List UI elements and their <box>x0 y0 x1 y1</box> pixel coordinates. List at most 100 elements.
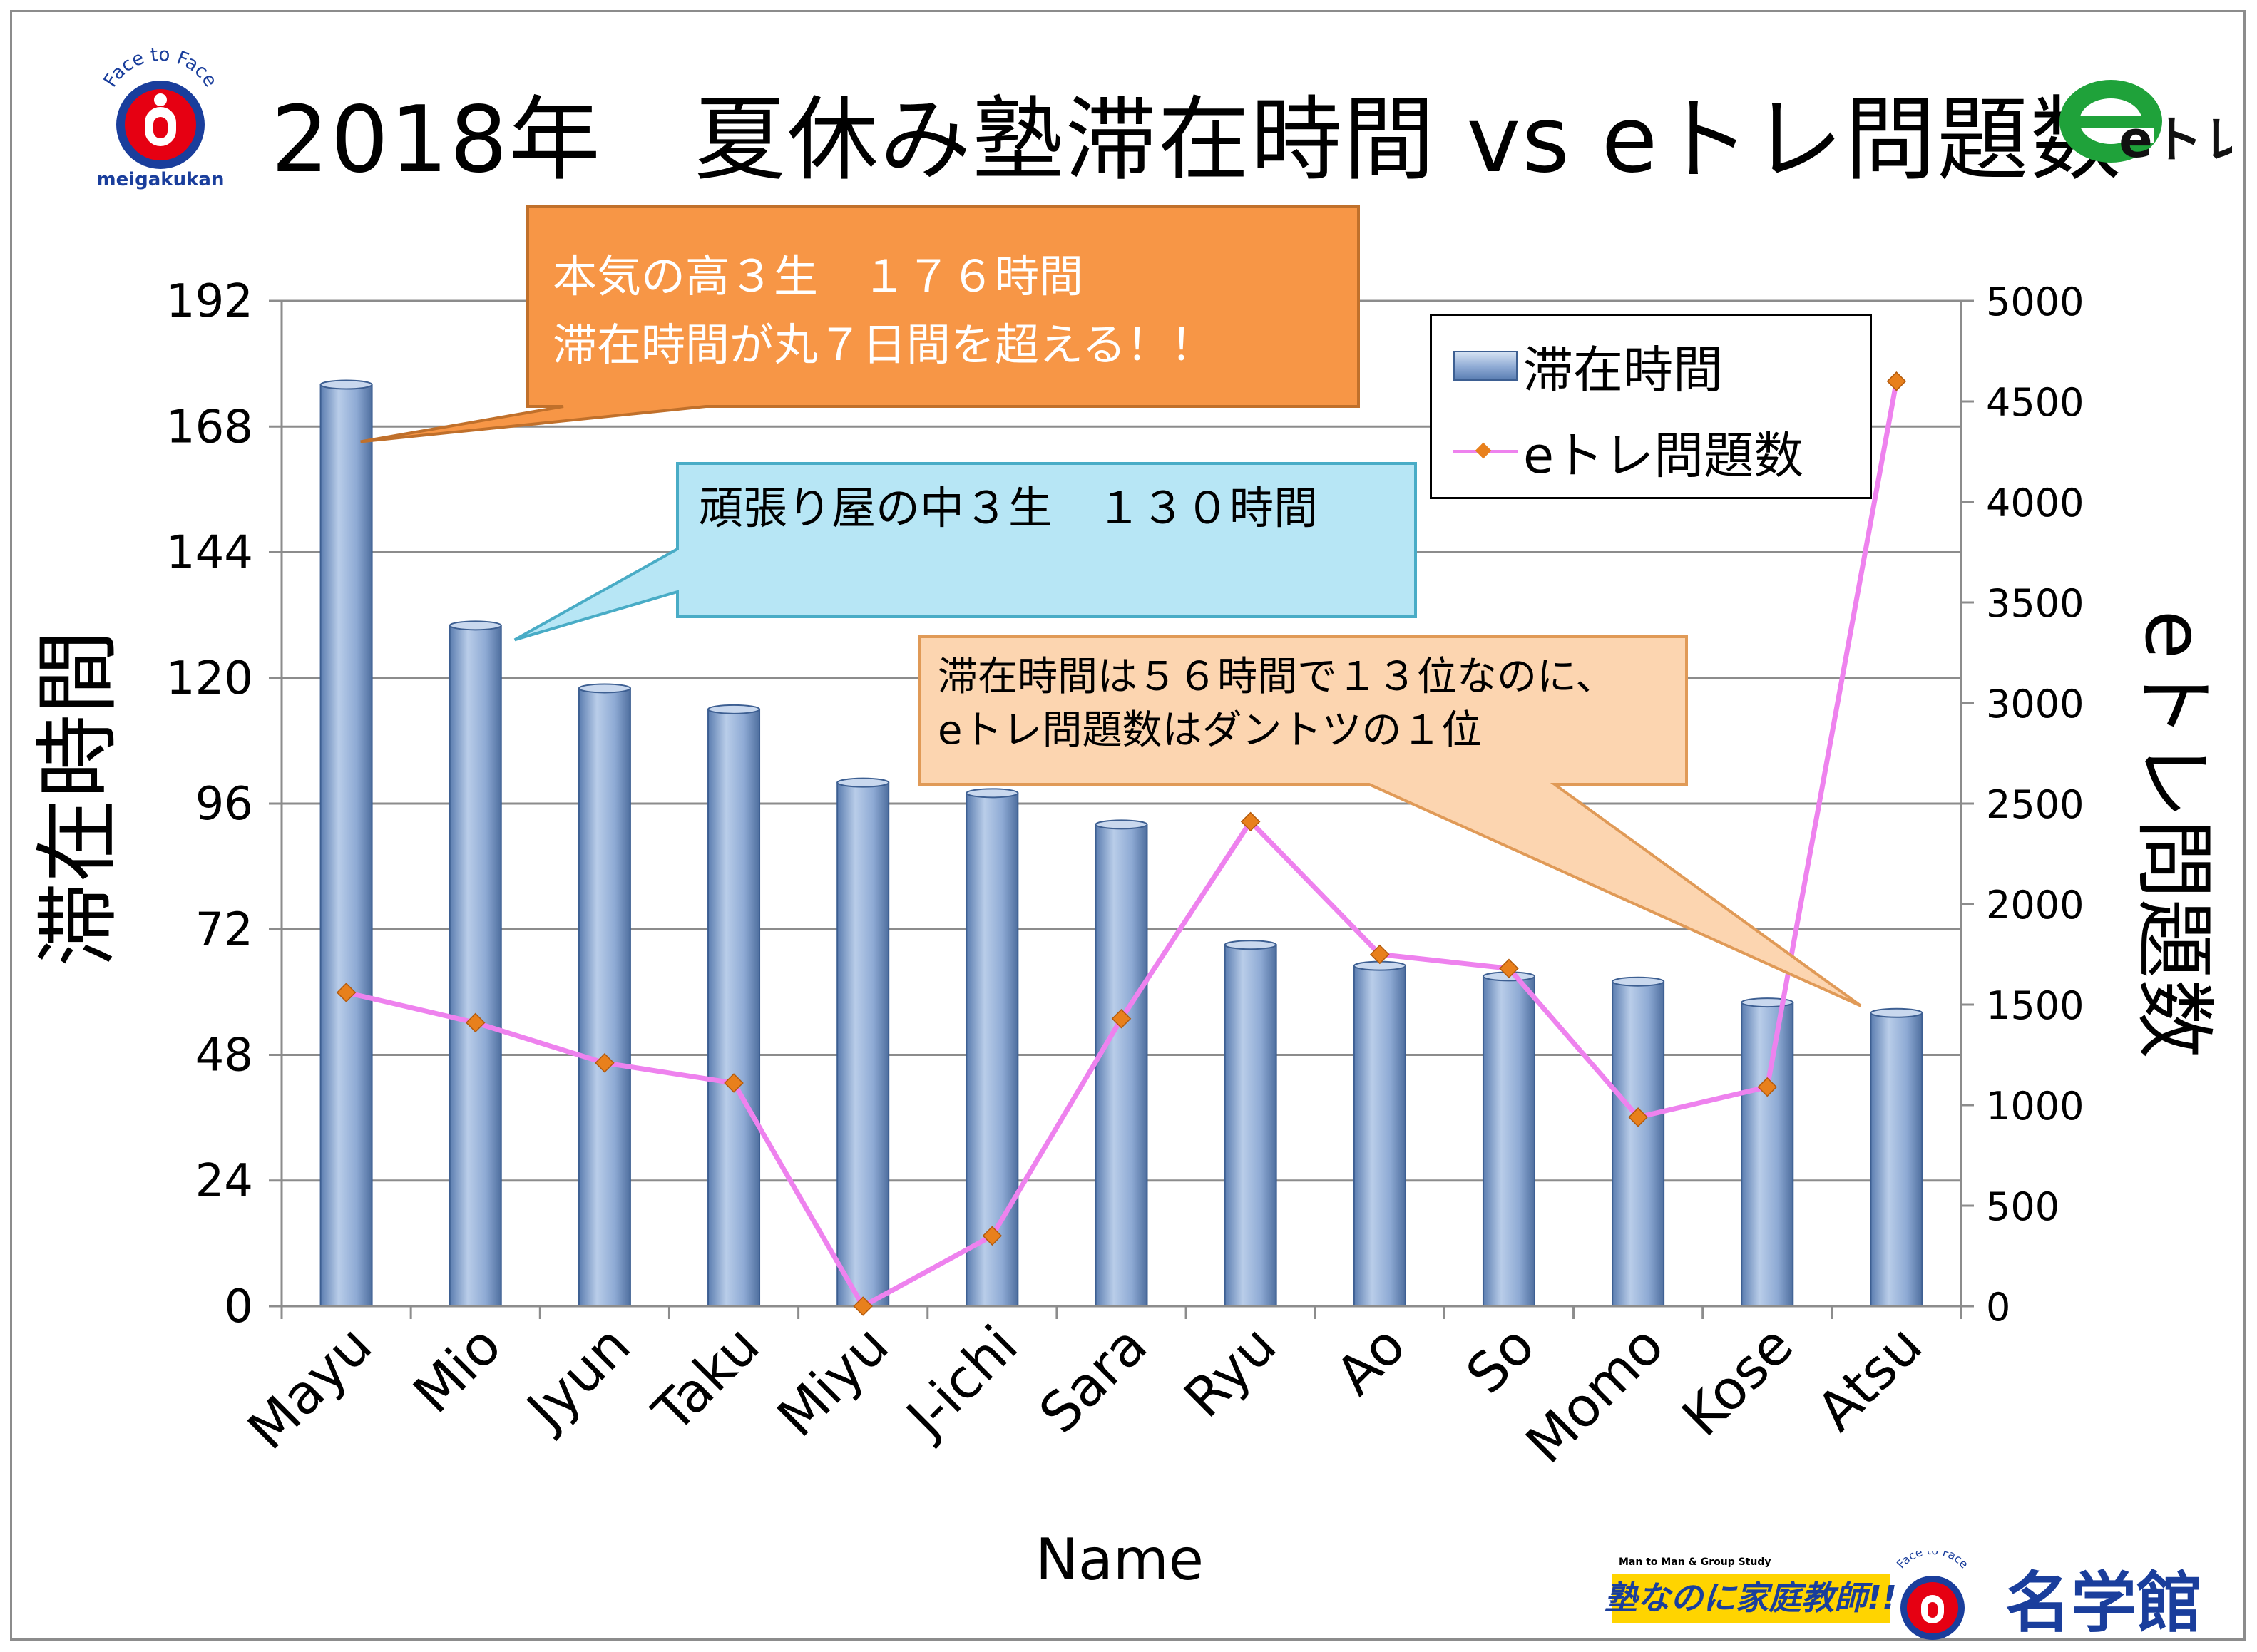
footer-small-text: Man to Man & Group Study <box>1619 1556 1771 1568</box>
bar <box>1224 944 1277 1307</box>
bar <box>1741 1002 1794 1307</box>
line-marker <box>336 983 357 1002</box>
y-tick-label: 192 <box>166 275 253 328</box>
x-tick-label: Miyu <box>765 1313 901 1449</box>
x-tick-label: Jyun <box>513 1313 643 1443</box>
meigakukan-logo: Face to Face meigakukan <box>97 44 225 190</box>
callout-orange-line2: 滞在時間が丸７日間を超える！！ <box>553 319 1215 371</box>
callout-peach-line2: eトレ問題数はダントツの１位 <box>938 707 1482 754</box>
legend-bar-label: 滞在時間 <box>1523 340 1723 399</box>
y2-tick-label: 2500 <box>1986 782 2084 827</box>
x-tick-label: Kose <box>1670 1313 1805 1448</box>
bar-cap <box>578 683 631 694</box>
line-marker <box>853 1296 873 1316</box>
callout-blue <box>513 462 1417 642</box>
y2-axis-label: eトレ問題数 <box>2127 610 2220 1059</box>
y2-tick-label: 1000 <box>1986 1084 2084 1129</box>
bar-cap <box>966 788 1019 799</box>
callout-blue-line1: 頑張り屋の中３生 １３０時間 <box>699 482 1319 534</box>
x-tick-label: Ao <box>1324 1313 1418 1407</box>
x-tick-label: Mayu <box>235 1313 384 1462</box>
y-axis-label: 滞在時間 <box>29 630 127 967</box>
y2-tick-label: 3500 <box>1986 581 2084 626</box>
bar <box>1870 1012 1923 1307</box>
x-tick-label: Taku <box>640 1313 772 1445</box>
bar-cap <box>1224 940 1277 950</box>
line-marker <box>1499 958 1519 979</box>
legend-item-bars: 滞在時間 <box>1453 327 1723 405</box>
y-tick-label: 144 <box>166 527 253 580</box>
callout-orange <box>360 205 1360 443</box>
bar <box>1612 980 1665 1307</box>
y2-tick-label: 4500 <box>1986 380 2084 425</box>
y-tick-label: 168 <box>166 401 253 453</box>
bar <box>449 625 502 1307</box>
line-marker <box>1628 1107 1648 1127</box>
x-tick-label: Ryu <box>1172 1313 1288 1430</box>
line-marker <box>1886 371 1907 391</box>
line-marker <box>465 1012 486 1033</box>
bar <box>1095 824 1148 1307</box>
x-tick-label: Mio <box>401 1313 513 1425</box>
line-marker <box>595 1052 615 1073</box>
y-tick-label: 24 <box>195 1155 253 1208</box>
line-marker <box>982 1226 1003 1246</box>
x-tick-label: J-ichi <box>893 1313 1030 1451</box>
callout-shapes <box>360 205 1862 1007</box>
y-tick-label: 0 <box>224 1281 253 1333</box>
bar-cap <box>449 620 502 631</box>
y2-tick-label: 3000 <box>1986 682 2084 727</box>
legend-line-swatch <box>1453 438 1518 465</box>
slide-frame <box>10 10 2246 1641</box>
x-tick-label: Momo <box>1513 1313 1675 1475</box>
chart-title: 2018年 夏休み塾滞在時間 vs eトレ問題数 <box>271 87 2123 193</box>
x-axis-label: Name <box>1035 1527 1204 1593</box>
legend-bar-swatch <box>1453 351 1518 381</box>
y2-tick-label: 0 <box>1986 1285 2010 1330</box>
bar <box>1353 965 1406 1307</box>
bar <box>319 384 373 1307</box>
x-tick-label: So <box>1454 1313 1547 1406</box>
svg-text:Face to Face: Face to Face <box>1894 1551 1971 1571</box>
bar-cap <box>1870 1007 1923 1018</box>
y-tick-label: 120 <box>166 652 253 705</box>
bar <box>966 792 1019 1307</box>
footer-arc-text: Face to Face <box>1894 1551 1971 1571</box>
bar-cap <box>1095 819 1148 830</box>
line-marker <box>1240 811 1261 832</box>
y2-tick-label: 5000 <box>1986 279 2084 324</box>
logo-name: meigakukan <box>97 169 225 190</box>
y-tick-label: 96 <box>195 778 253 831</box>
bar-cap <box>1612 976 1665 987</box>
callout-peach <box>918 635 1862 1007</box>
e-tore-logo: eトレ <box>2059 80 2232 169</box>
footer-name: 名学館 <box>2005 1565 2202 1641</box>
y-tick-label: 72 <box>195 903 253 956</box>
line-marker <box>1370 944 1390 965</box>
y2-tick-label: 2000 <box>1986 883 2084 928</box>
legend: 滞在時間 eトレ問題数 <box>1430 314 1872 499</box>
e-tore-logo-text: eトレ <box>2119 111 2232 169</box>
x-tick-label: Atsu <box>1804 1313 1934 1443</box>
legend-item-line: eトレ問題数 <box>1453 412 1803 491</box>
x-tick-label: Sara <box>1027 1313 1159 1445</box>
callout-orange-line1: 本気の高３生 １７６時間 <box>553 250 1084 302</box>
bar <box>836 781 890 1307</box>
y2-tick-label: 4000 <box>1986 481 2084 525</box>
legend-line-label: eトレ問題数 <box>1523 426 1804 485</box>
bar <box>1482 975 1535 1307</box>
y-tick-label: 48 <box>195 1030 253 1082</box>
line-marker <box>724 1073 744 1093</box>
y2-tick-label: 1500 <box>1986 983 2084 1028</box>
line-marker <box>1111 1008 1132 1029</box>
y2-tick-label: 500 <box>1986 1184 2059 1229</box>
bar-cap <box>319 379 373 390</box>
line-series <box>336 371 1907 1316</box>
bar-cap <box>836 777 890 788</box>
line-marker <box>1757 1077 1778 1097</box>
bars <box>319 379 1923 1307</box>
callout-peach-line1: 滞在時間は５６時間で１３位なのに、 <box>938 654 1616 700</box>
bar <box>578 687 631 1307</box>
footer-brand: Man to Man & Group Study 塾なのに家庭教師!! Face… <box>1605 1551 2202 1641</box>
